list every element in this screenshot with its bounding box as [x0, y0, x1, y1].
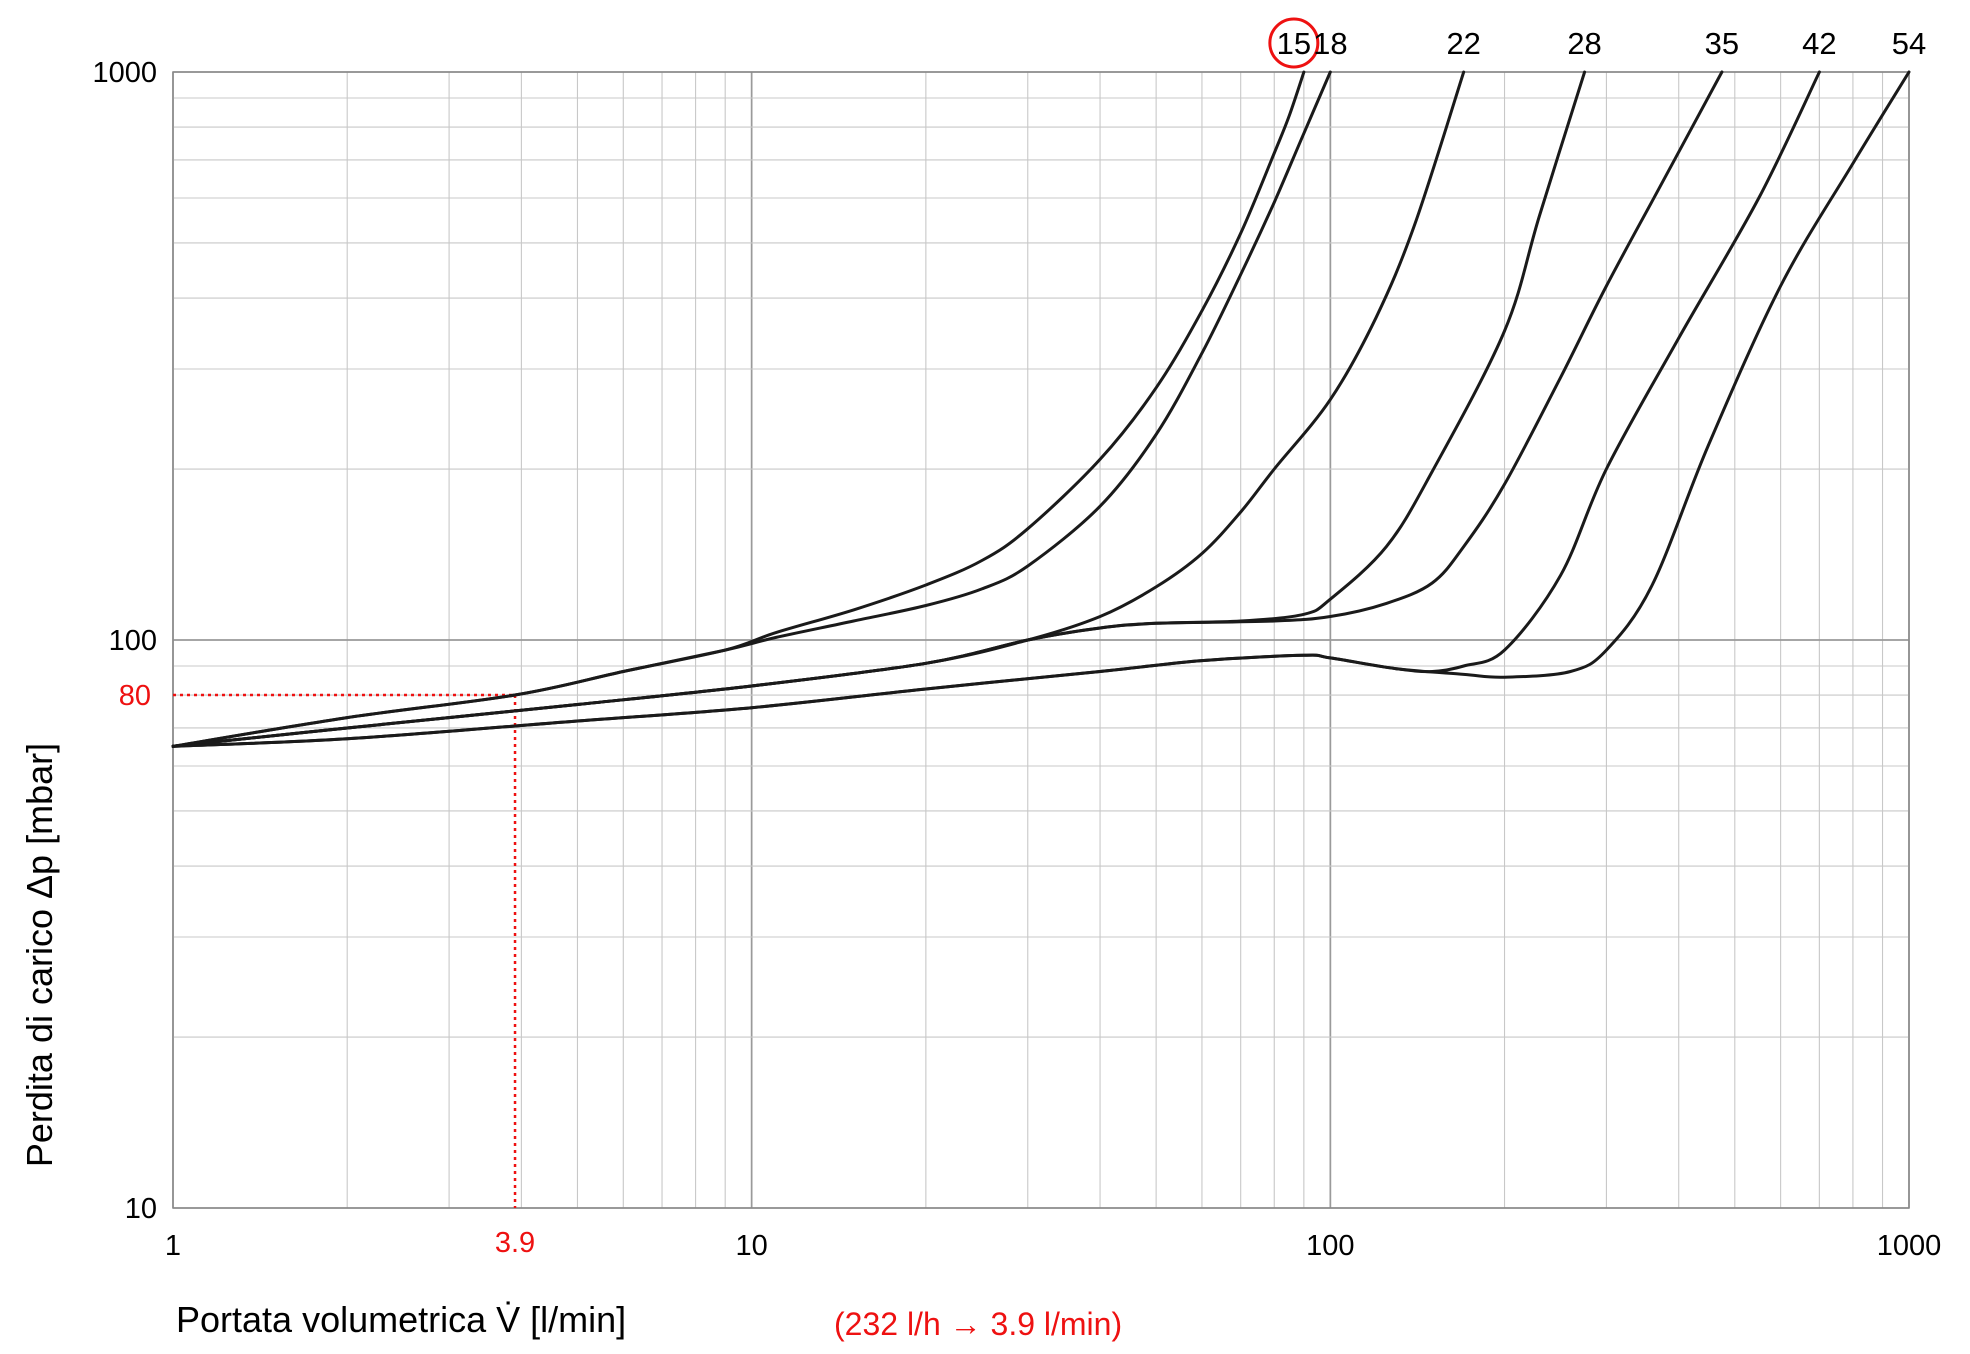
x-tick-label: 1000 — [1877, 1230, 1942, 1262]
series-label-35: 35 — [1705, 26, 1739, 61]
series-label-54: 54 — [1892, 26, 1926, 61]
series-label-42: 42 — [1802, 26, 1836, 61]
highlight-circle — [1268, 17, 1320, 69]
x-marker-label: 3.9 — [495, 1227, 535, 1259]
series-label-28: 28 — [1567, 26, 1601, 61]
series-label-18: 18 — [1313, 26, 1347, 61]
x-tick-label: 1 — [165, 1230, 181, 1262]
x-axis-title: Portata volumetrica V̇ [l/min] — [176, 1299, 626, 1340]
chart-grid — [172, 71, 1910, 1209]
series-label-22: 22 — [1446, 26, 1480, 61]
series-line-54 — [171, 70, 1911, 748]
conversion-note: (232 l/h → 3.9 l/min) — [834, 1306, 1122, 1342]
series-line-42 — [171, 70, 1821, 748]
series-line-28 — [171, 70, 1587, 748]
y-tick-label: 10 — [125, 1193, 157, 1225]
y-marker-label: 80 — [119, 680, 151, 712]
series-label-15: 15 — [1277, 26, 1311, 61]
series-line-35 — [171, 70, 1724, 748]
series-curves — [171, 70, 1911, 748]
series-line-18 — [171, 70, 1332, 748]
y-axis-title: Perdita di carico Δp [mbar] — [19, 743, 60, 1167]
y-tick-label: 100 — [109, 625, 157, 657]
plot-frame — [172, 71, 1910, 1209]
x-tick-label: 100 — [1306, 1230, 1354, 1262]
x-tick-label: 10 — [736, 1230, 768, 1262]
series-line-15 — [171, 70, 1306, 748]
series-line-22 — [171, 70, 1466, 748]
reading-markers: 803.9 — [119, 680, 535, 1259]
y-tick-label: 1000 — [92, 57, 157, 89]
series-labels: 15 18 22 28 35 42 54 — [1268, 17, 1926, 69]
